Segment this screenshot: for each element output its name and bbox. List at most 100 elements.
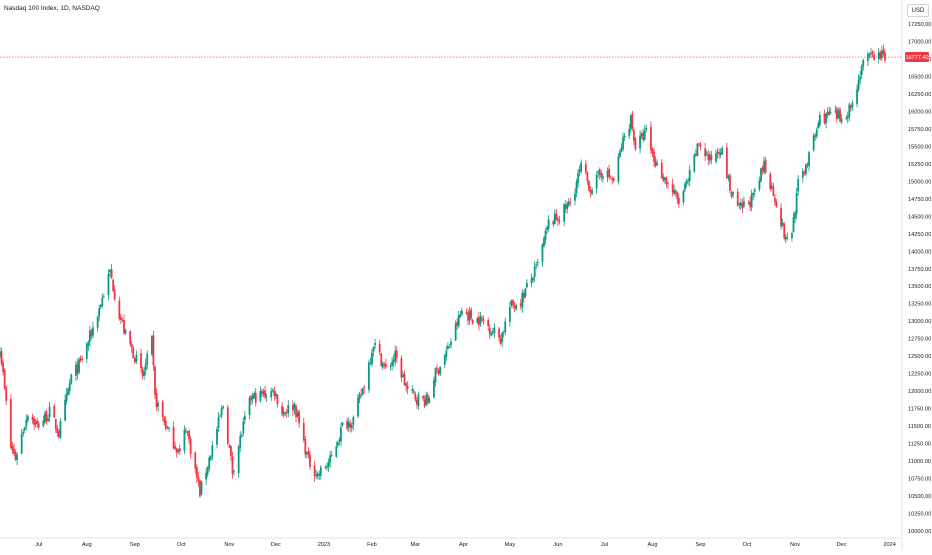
candle-body (580, 162, 583, 172)
candle-body (92, 327, 94, 336)
x-tick-label: Apr (459, 542, 468, 548)
candle-body (575, 182, 578, 194)
candle-body (346, 420, 349, 429)
candle-body (487, 319, 490, 326)
candle-body (629, 115, 632, 130)
candle-body (197, 476, 200, 482)
candle-body (547, 219, 550, 229)
candle-body (199, 480, 201, 497)
candle-body (643, 130, 646, 140)
candle-body (25, 419, 28, 427)
candle-body (357, 397, 359, 417)
candle-body (425, 395, 428, 405)
y-tick-label: 15000.00 (908, 179, 931, 185)
y-tick-label: 11000.00 (908, 459, 931, 465)
candle-body (264, 390, 266, 398)
candle-body (282, 411, 285, 416)
candle-body (882, 49, 885, 54)
candle-body (90, 330, 93, 337)
candle-body (422, 396, 425, 399)
y-tick-label: 11500.00 (908, 424, 931, 430)
candle-body (157, 403, 159, 407)
candle-body (684, 183, 686, 190)
y-tick-label: 13500.00 (908, 284, 931, 290)
candle-body (445, 350, 448, 357)
currency-badge[interactable]: USD (907, 4, 929, 17)
candle-body (504, 321, 507, 333)
candle-body (101, 297, 104, 307)
candle-body (228, 445, 231, 448)
y-tick-label: 14750.00 (908, 197, 931, 203)
candle-body (859, 76, 862, 80)
candle-body (296, 412, 299, 417)
candle-body (552, 221, 555, 225)
candle-body (330, 454, 333, 456)
candle-body (22, 432, 25, 434)
candle-body (295, 405, 297, 418)
candle-body (168, 427, 170, 430)
x-tick-label: Dec (837, 542, 847, 548)
candle-body (439, 366, 442, 375)
candle-body (837, 111, 840, 118)
candle-body (846, 116, 849, 119)
candle-body (273, 390, 276, 396)
candle-body (265, 396, 268, 398)
candle-body (437, 369, 440, 374)
candle-body (588, 181, 590, 191)
candle-body (284, 412, 287, 414)
candle-body (298, 411, 301, 424)
candle-body (597, 171, 600, 174)
last-price-badge (905, 52, 929, 63)
candle-body (44, 413, 46, 423)
candle-body (738, 203, 741, 205)
candle-body (848, 104, 851, 117)
candle-body (578, 169, 581, 173)
x-tick-label: Feb (367, 542, 377, 548)
y-tick-label: 13000.00 (908, 319, 931, 325)
candle-body (358, 394, 361, 400)
candle-body (443, 355, 446, 365)
chart-title: Nasdaq 100 Index, 1D, NASDAQ (4, 5, 100, 12)
candle-body (752, 193, 755, 195)
candle-body (183, 429, 186, 451)
candle-body (460, 310, 463, 315)
candle-body (9, 399, 12, 448)
candle-body (405, 383, 407, 387)
y-tick-label: 16250.00 (908, 92, 931, 98)
candle-body (577, 173, 579, 183)
candle-body (205, 472, 208, 480)
candle-body (836, 108, 838, 120)
y-tick-label: 12000.00 (908, 389, 931, 395)
candle-body (623, 135, 626, 138)
candle-body (161, 401, 164, 417)
y-tick-label: 15500.00 (908, 144, 931, 150)
candle-body (674, 190, 677, 194)
candle-body (412, 391, 415, 394)
candle-body (541, 244, 544, 262)
candle-body (468, 311, 471, 321)
candle-body (261, 391, 263, 395)
candle-body (85, 344, 88, 360)
candle-body (823, 113, 826, 124)
candle-body (239, 435, 242, 448)
candle-body (400, 357, 403, 378)
candle-body (482, 319, 485, 321)
candle-body (622, 137, 624, 150)
candle-body (276, 394, 279, 405)
candle-body (477, 317, 480, 326)
candle-body (611, 178, 614, 180)
candle-body (16, 454, 18, 460)
candle-body (569, 202, 572, 203)
candle-body (54, 419, 57, 430)
candle-body (250, 396, 252, 401)
candle-body (522, 293, 525, 299)
candle-body (371, 352, 373, 365)
x-tick-label: Jul (601, 542, 608, 548)
y-tick-label: 13750.00 (908, 267, 931, 273)
candle-body (688, 170, 691, 182)
candle-body (140, 353, 142, 369)
candle-body (467, 312, 469, 321)
candle-body (352, 416, 355, 425)
